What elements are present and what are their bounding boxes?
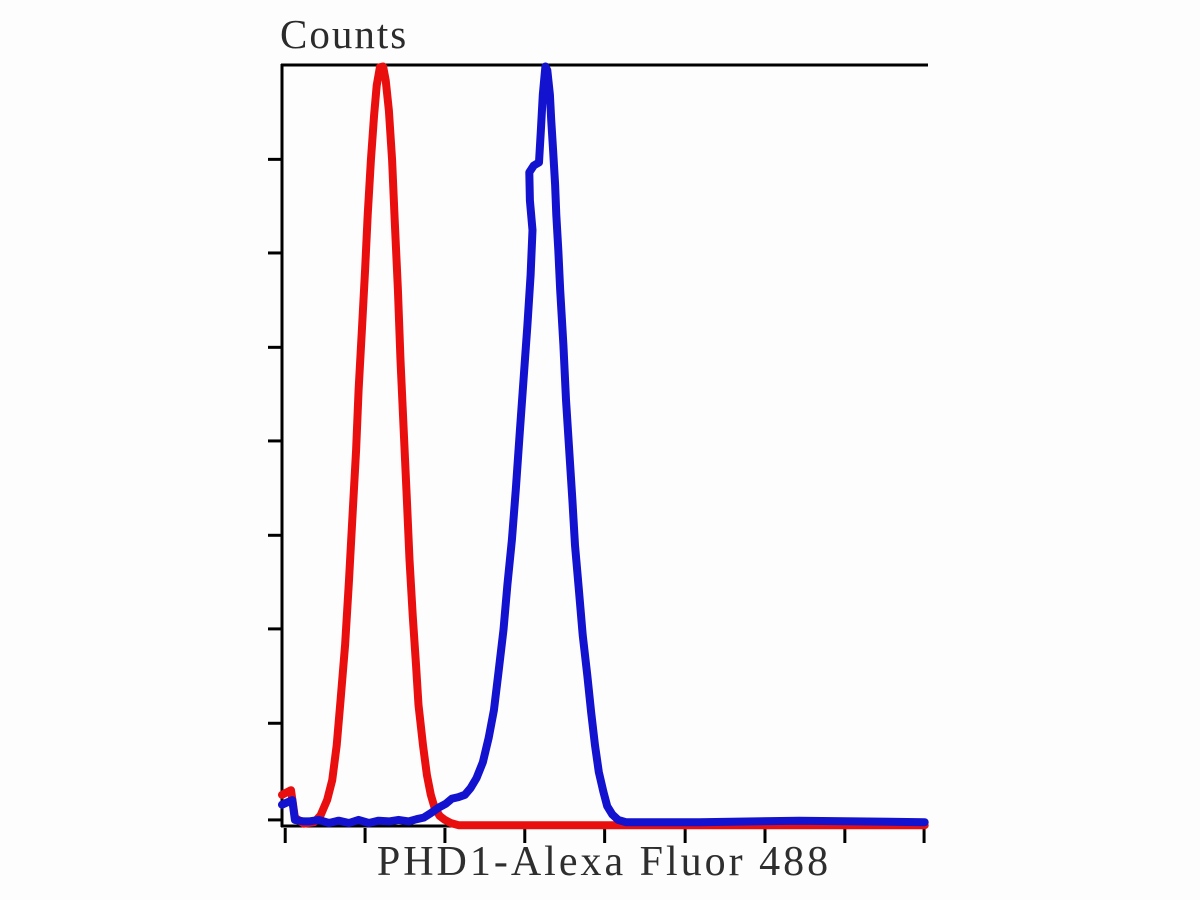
red-series-curve (278, 62, 929, 830)
y-axis-title: Counts (280, 11, 409, 57)
blue-series-curve (278, 62, 929, 827)
x-axis-title: PHD1-Alexa Fluor 488 (376, 839, 832, 885)
